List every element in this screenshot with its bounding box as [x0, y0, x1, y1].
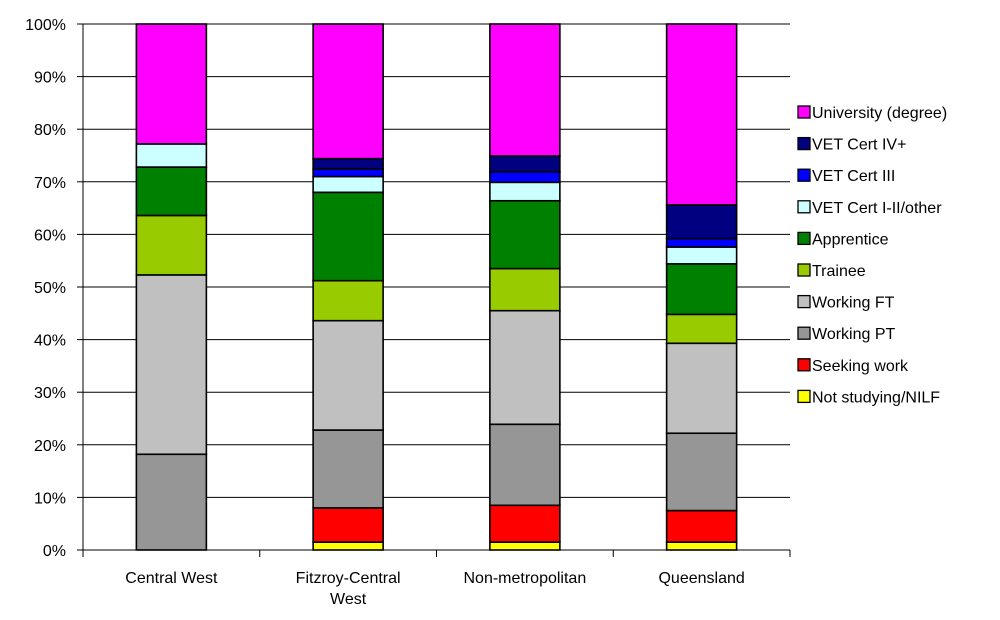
legend-label: Working PT: [812, 326, 896, 343]
legend-item: University (degree): [797, 105, 947, 122]
legend-swatch: [797, 136, 811, 151]
bar-segment: [489, 541, 561, 551]
bar-segment: [665, 432, 738, 512]
bar-segment: [489, 181, 561, 202]
bar-segment: [135, 214, 208, 276]
bar-segment: [135, 166, 208, 217]
bar-segment: [665, 237, 738, 248]
legend-label: VET Cert III: [812, 168, 895, 185]
axes: 0% 10% 20% 30% 40% 50% 60% 70% 80% 90% 100% Central…: [25, 17, 791, 608]
bar-segment: [489, 199, 561, 270]
y-tick-label: 30%: [34, 385, 66, 402]
bar-segment: [489, 155, 561, 173]
legend-swatch: [797, 358, 811, 372]
legend-swatch: [797, 389, 811, 404]
y-tick-label: 10%: [34, 490, 66, 507]
legend-label: Apprentice: [812, 231, 889, 248]
bar-segment: [312, 429, 384, 509]
bar-segment: [489, 171, 561, 184]
legend-item: Trainee: [797, 263, 866, 280]
legend-item: Working PT: [797, 326, 896, 343]
bar-segment: [489, 267, 561, 312]
bar-segment: [135, 453, 208, 551]
legend-item: Working FT: [797, 294, 895, 312]
legend-label: VET Cert IV+: [812, 137, 906, 154]
legend-swatch: [797, 294, 811, 309]
bar-segment: [135, 274, 208, 456]
x-category-label: Queensland: [658, 570, 744, 587]
bar-segment: [312, 175, 384, 194]
legend-item: VET Cert IV+: [797, 136, 906, 154]
legend-swatch: [797, 168, 811, 182]
bar-segment: [312, 541, 384, 551]
legend-swatch: [797, 231, 811, 246]
x-category-label: Fitzroy-Central West: [296, 570, 401, 608]
bar-segment: [312, 168, 384, 178]
legend-swatch: [797, 200, 811, 214]
legend-item: Apprentice: [797, 231, 889, 248]
legend-label: University (degree): [812, 105, 947, 122]
x-category-label: Non-metropolitan: [464, 570, 587, 587]
bar-segment: [489, 423, 561, 507]
bar-segment: [312, 279, 384, 322]
y-tick-label: 50%: [34, 280, 66, 297]
bar-segment: [665, 541, 738, 551]
bar-segment: [312, 191, 384, 282]
bar-segment: [489, 504, 561, 543]
bars: [135, 23, 738, 551]
y-tick-label: 0%: [43, 543, 66, 560]
bar-segment: [489, 23, 561, 157]
legend-swatch: [797, 105, 811, 119]
y-tick-label: 80%: [34, 122, 66, 139]
bar-segment: [312, 157, 384, 170]
y-tick-label: 90%: [34, 70, 66, 87]
bar-segment: [665, 313, 738, 345]
bar-segment: [489, 309, 561, 426]
legend-swatch: [797, 263, 811, 277]
legend-swatch: [797, 326, 811, 340]
legend-label: Trainee: [812, 263, 866, 280]
legend-item: Not studying/NILF: [797, 389, 940, 406]
bar-segment: [665, 246, 738, 265]
y-tick-label: 20%: [34, 438, 66, 455]
y-tick-label: 40%: [34, 333, 66, 350]
bar-segment: [135, 143, 208, 168]
bar-segment: [665, 509, 738, 543]
y-tick-label: 100%: [25, 17, 66, 34]
bar-segment: [312, 507, 384, 543]
bar-segment: [312, 23, 384, 160]
legend-label: Seeking work: [812, 358, 909, 375]
bar-segment: [665, 263, 738, 316]
legend-item: VET Cert III: [797, 168, 895, 185]
bar-segment: [665, 342, 738, 435]
legend-label: Not studying/NILF: [812, 389, 940, 406]
bar-segment: [665, 204, 738, 240]
bar-segment: [665, 23, 738, 206]
x-category-label: Central West: [125, 570, 218, 587]
y-tick-label: 70%: [34, 175, 66, 192]
legend-label: Working FT: [812, 295, 895, 312]
legend-item: Seeking work: [797, 358, 909, 375]
bar-segment: [312, 319, 384, 431]
legend: University (degree) VET Cert IV+ VET Cert …: [797, 105, 947, 406]
bar-segment: [135, 23, 208, 145]
legend-label: VET Cert I-II/other: [812, 200, 942, 217]
y-tick-label: 60%: [34, 227, 66, 244]
legend-item: VET Cert I-II/other: [797, 200, 942, 217]
